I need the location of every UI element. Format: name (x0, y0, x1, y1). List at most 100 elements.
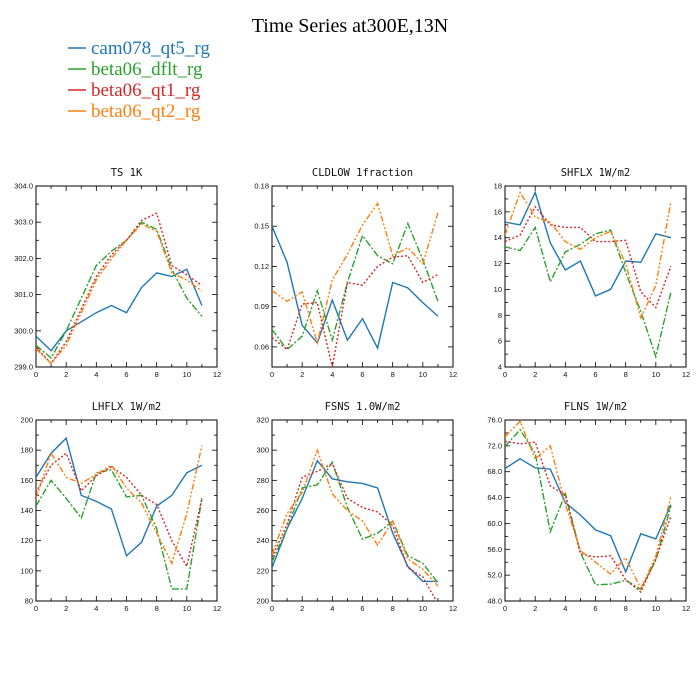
y-tick-label: 56.0 (487, 545, 502, 554)
legend-entry: beta06_qt2_rg (68, 101, 201, 122)
x-tick-label: 10 (652, 604, 660, 613)
legend: cam078_qt5_rgbeta06_dflt_rgbeta06_qt1_rg… (68, 38, 210, 122)
series-line-beta06-qt1-rg (272, 462, 438, 601)
x-tick-label: 12 (449, 370, 457, 379)
y-tick-label: 16 (494, 207, 502, 216)
y-tick-label: 48.0 (487, 597, 502, 606)
y-tick-label: 4 (498, 363, 502, 372)
series-line-beta06-qt1-rg (505, 205, 672, 309)
panel-title: FLNS 1W/m2 (564, 401, 627, 413)
x-tick-label: 4 (94, 604, 98, 613)
y-tick-label: 160 (20, 476, 33, 485)
y-tick-label: 0.18 (254, 182, 269, 191)
y-tick-label: 180 (20, 446, 33, 455)
panel-flns: FLNS 1W/m2 0 2 4 6 8 10 12 48.0 52.0 56.0 60.0 64.0 6… (487, 401, 690, 613)
y-tick-label: 320 (256, 416, 269, 425)
plot-frame (504, 419, 687, 602)
legend-label: beta06_qt1_rg (91, 80, 201, 101)
y-tick-label: 0.06 (254, 342, 269, 351)
x-tick-label: 10 (183, 370, 191, 379)
series-line-beta06-qt1-rg (36, 212, 203, 365)
x-tick-label: 8 (391, 370, 395, 379)
series-line-cam078-qt5-rg (36, 268, 203, 352)
series-line-beta06-dflt-rg (36, 469, 203, 590)
series-line-beta06-qt2-rg (505, 420, 672, 591)
x-tick-label: 0 (34, 370, 38, 379)
x-tick-label: 12 (682, 370, 690, 379)
plot-frame (271, 185, 454, 368)
y-tick-label: 8 (498, 311, 502, 320)
y-tick-label: 302.0 (14, 254, 33, 263)
x-tick-label: 0 (34, 604, 38, 613)
series-line-beta06-qt1-rg (272, 254, 439, 367)
y-tick-label: 0.09 (254, 302, 269, 311)
panel-title: SHFLX 1W/m2 (561, 167, 631, 179)
series-line-beta06-qt2-rg (36, 223, 203, 365)
y-tick-label: 240 (256, 536, 269, 545)
series-line-cam078-qt5-rg (272, 225, 439, 351)
x-tick-label: 8 (624, 604, 628, 613)
series-line-beta06-qt1-rg (505, 440, 672, 594)
series-line-beta06-qt2-rg (36, 445, 203, 566)
legend-entry: beta06_dflt_rg (68, 59, 203, 80)
x-tick-label: 0 (503, 604, 507, 613)
y-tick-label: 200 (20, 416, 33, 425)
y-tick-label: 68.0 (487, 467, 502, 476)
y-tick-label: 300.0 (14, 326, 33, 335)
y-tick-label: 140 (20, 506, 33, 515)
y-tick-label: 14 (494, 233, 502, 242)
y-tick-label: 6 (498, 337, 502, 346)
x-tick-label: 12 (449, 604, 457, 613)
panel-title: CLDLOW 1fraction (312, 167, 413, 179)
x-tick-label: 6 (124, 604, 128, 613)
y-tick-label: 0.15 (254, 222, 269, 231)
panel-title: LHFLX 1W/m2 (92, 401, 162, 413)
x-tick-label: 6 (360, 370, 364, 379)
y-tick-label: 0.12 (254, 262, 269, 271)
x-tick-label: 10 (419, 604, 427, 613)
y-tick-label: 200 (256, 597, 269, 606)
y-tick-label: 100 (20, 566, 33, 575)
x-tick-label: 4 (330, 604, 334, 613)
y-tick-label: 301.0 (14, 290, 33, 299)
panel-title: TS 1K (111, 167, 143, 179)
y-tick-label: 18 (494, 182, 502, 191)
y-tick-label: 80 (25, 597, 33, 606)
y-tick-label: 280 (256, 476, 269, 485)
series-line-beta06-qt2-rg (505, 190, 672, 320)
legend-entry: cam078_qt5_rg (68, 38, 210, 59)
x-tick-label: 2 (533, 370, 537, 379)
series-line-cam078-qt5-rg (505, 457, 672, 574)
x-tick-label: 8 (624, 370, 628, 379)
y-tick-label: 299.0 (14, 363, 33, 372)
x-tick-label: 4 (563, 604, 567, 613)
series-line-beta06-dflt-rg (272, 221, 439, 351)
x-tick-label: 6 (360, 604, 364, 613)
y-tick-label: 303.0 (14, 218, 33, 227)
series-line-beta06-qt2-rg (272, 201, 439, 346)
x-tick-label: 4 (563, 370, 567, 379)
x-tick-label: 4 (330, 370, 334, 379)
y-tick-label: 52.0 (487, 571, 502, 580)
x-tick-label: 6 (124, 370, 128, 379)
x-tick-label: 0 (503, 370, 507, 379)
y-tick-label: 304.0 (14, 182, 33, 191)
x-tick-label: 6 (593, 604, 597, 613)
x-tick-label: 2 (533, 604, 537, 613)
x-tick-label: 10 (419, 370, 427, 379)
x-tick-label: 2 (300, 370, 304, 379)
series-line-cam078-qt5-rg (505, 190, 672, 297)
y-tick-label: 260 (256, 506, 269, 515)
panel-shflx: SHFLX 1W/m2 0 2 4 6 8 10 12 4 6 8 10 12 14 16 18 (494, 167, 691, 379)
y-tick-label: 10 (494, 285, 502, 294)
x-tick-label: 4 (94, 370, 98, 379)
x-tick-label: 2 (64, 370, 68, 379)
legend-label: beta06_dflt_rg (91, 59, 203, 80)
y-tick-label: 120 (20, 536, 33, 545)
y-tick-label: 220 (256, 566, 269, 575)
series-line-beta06-qt1-rg (36, 452, 203, 569)
y-tick-label: 76.0 (487, 416, 502, 425)
plot-frame (271, 419, 454, 602)
x-tick-label: 12 (213, 604, 221, 613)
series-line-beta06-dflt-rg (272, 460, 439, 584)
